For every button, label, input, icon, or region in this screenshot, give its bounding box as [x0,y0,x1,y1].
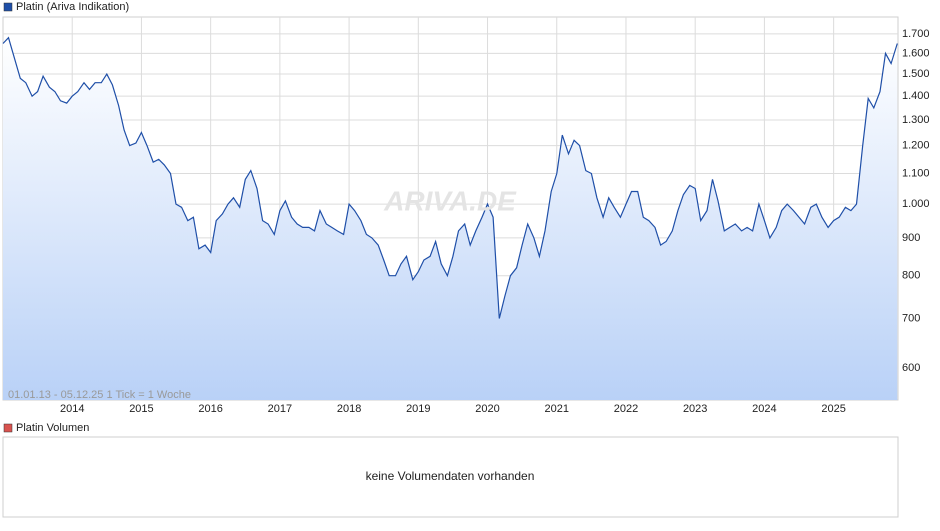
y-tick-label: 1.600 [902,47,930,59]
volume-legend: Platin Volumen [16,422,89,434]
x-tick-label: 2018 [337,403,361,415]
y-tick-label: 1.200 [902,140,930,152]
y-tick-label: 700 [902,312,920,324]
x-tick-label: 2015 [129,403,153,415]
volume-note: keine Volumendaten vorhanden [366,469,535,483]
x-tick-label: 2019 [406,403,430,415]
x-tick-label: 2021 [545,403,569,415]
x-tick-label: 2020 [475,403,499,415]
line [2,36,898,319]
y-tick-label: 800 [902,270,920,282]
volume-swatch [3,423,13,433]
x-tick-label: 2016 [198,403,222,415]
x-tick-label: 2017 [268,403,292,415]
y-tick-label: 900 [902,232,920,244]
x-tick-label: 2023 [683,403,707,415]
x-tick-label: 2025 [821,403,845,415]
x-tick-label: 2024 [752,403,776,415]
y-tick-label: 1.700 [902,28,930,40]
legend-swatch [3,2,13,12]
y-tick-label: 1.400 [902,90,930,102]
info-text: 01.01.13 - 05.12.25 1 Tick = 1 Woche [8,389,191,401]
x-tick-label: 2014 [60,403,84,415]
watermark: ARIVA.DE [383,185,517,216]
y-tick-label: 600 [902,362,920,374]
x-tick-label: 2022 [614,403,638,415]
area [3,37,898,400]
y-tick-label: 1.500 [902,68,930,80]
volume-panel [2,436,899,518]
y-tick-label: 1.000 [902,198,930,210]
y-tick-label: 1.300 [902,114,930,126]
legend-label: Platin (Ariva Indikation) [16,1,129,13]
y-tick-label: 1.100 [902,167,930,179]
